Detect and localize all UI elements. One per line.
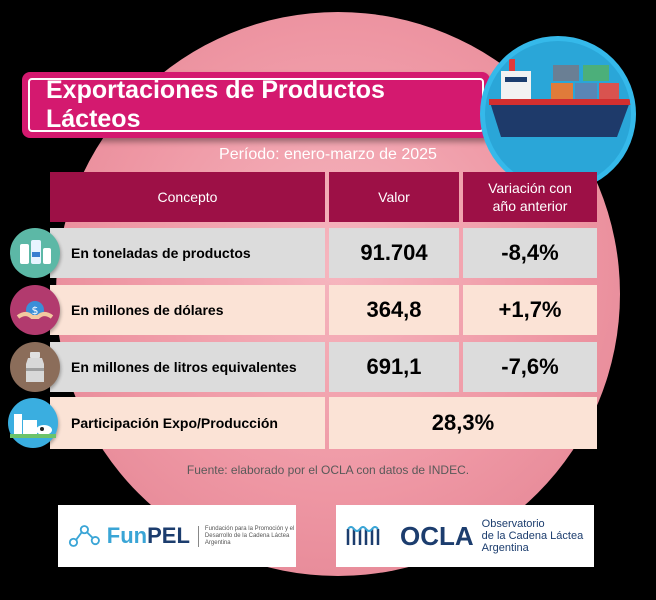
row-variation: -7,6% [463,342,597,392]
svg-text:$: $ [32,304,39,317]
dairy-farm-icon [8,398,58,448]
row-variation: +1,7% [463,285,597,335]
money-handshake-icon: $ [10,285,60,335]
funpel-tagline: Fundación para la Promoción y el Desarro… [197,525,296,547]
ocla-name: OCLA [400,520,474,551]
page-title: Exportaciones de Productos Lácteos [28,76,484,133]
row-concept: En millones de dólares [50,285,325,335]
ocla-logo: OCLA Observatorio de la Cadena Láctea Ar… [336,505,594,567]
row-value: 28,3% [329,397,597,449]
dairy-products-icon [10,228,60,278]
table-row: En toneladas de productos 91.704 -8,4% [50,228,597,278]
table-header: Concepto Valor Variación con año anterio… [50,172,597,222]
row-value: 691,1 [329,342,459,392]
source-note: Fuente: elaborado por el OCLA con datos … [186,463,470,477]
table-row: Participación Expo/Producción 28,3% [50,397,597,449]
ocla-tagline: Observatorio de la Cadena Láctea Argenti… [481,518,584,554]
row-value: 91.704 [329,228,459,278]
header-value: Valor [329,172,459,222]
header-concept: Concepto [50,172,325,222]
ocla-wave-icon [346,526,380,545]
row-concept: En millones de litros equivalentes [50,342,325,392]
milk-can-icon [10,342,60,392]
funpel-name: FunPEL [106,523,190,548]
cargo-ship-icon [480,36,636,192]
table-row: En millones de litros equivalentes 691,1… [50,342,597,392]
period-label: Período: enero-marzo de 2025 [219,146,437,163]
row-concept: Participación Expo/Producción [50,397,325,449]
funpel-logo: FunPEL Fundación para la Promoción y el … [58,505,296,567]
row-concept: En toneladas de productos [50,228,325,278]
row-value: 364,8 [329,285,459,335]
title-banner: Exportaciones de Productos Lácteos [22,72,490,138]
table-row: En millones de dólares 364,8 +1,7% [50,285,597,335]
row-variation: -8,4% [463,228,597,278]
header-variation: Variación con año anterior [463,172,597,222]
funpel-molecule-icon [68,525,100,547]
